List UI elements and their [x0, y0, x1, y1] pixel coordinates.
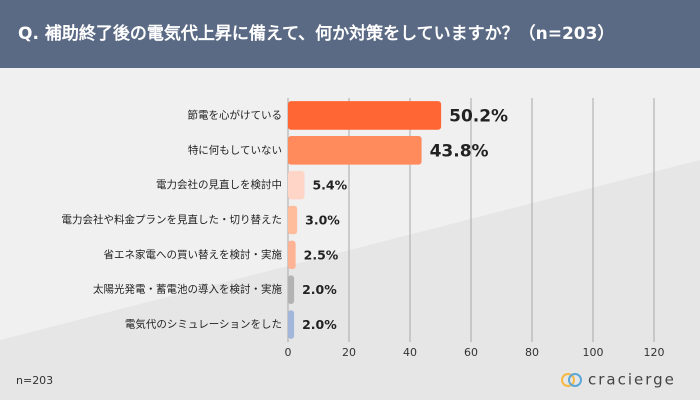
value-label: 50.2%: [449, 106, 508, 126]
bar: [288, 240, 296, 270]
x-tick-label: 120: [644, 346, 665, 359]
logo-icon: [561, 373, 575, 387]
logo: cracierge: [588, 371, 676, 389]
y-tick-label: 省エネ家電への買い替えを検討・実施: [104, 248, 283, 261]
value-label: 5.4%: [312, 178, 347, 193]
x-tick-label: 0: [285, 346, 292, 359]
bar: [288, 135, 422, 165]
y-tick-label: 電力会社の見直しを検討中: [156, 178, 282, 191]
y-tick-label: 節電を心がけている: [188, 108, 283, 121]
x-tick-label: 20: [342, 346, 356, 359]
value-label: 3.0%: [305, 213, 340, 228]
x-tick-label: 60: [464, 346, 478, 359]
bar: [288, 310, 295, 339]
y-tick-label: 太陽光発電・蓄電池の導入を検討・実施: [93, 283, 282, 296]
x-tick-label: 80: [525, 346, 539, 359]
chart-title: Q. 補助終了後の電気代上昇に備えて、何か対策をしていますか？（n=203）: [18, 23, 614, 44]
value-label: 2.0%: [302, 282, 337, 297]
y-tick-label: 電力会社や料金プランを見直した・切り替えた: [62, 213, 283, 226]
bar: [288, 101, 442, 130]
bar: [288, 170, 305, 200]
y-tick-label: 特に何もしていない: [188, 143, 282, 156]
bar: [288, 205, 298, 235]
footer-note: n=203: [16, 374, 53, 387]
value-label: 2.5%: [304, 247, 339, 262]
y-tick-label: 電気代のシミュレーションをした: [125, 318, 282, 331]
x-tick-label: 100: [583, 346, 604, 359]
x-tick-label: 40: [403, 346, 417, 359]
value-label: 43.8%: [430, 141, 489, 161]
bar: [288, 275, 295, 305]
logo-icon: [568, 373, 582, 387]
value-label: 2.0%: [302, 317, 337, 332]
background-shape: [0, 68, 700, 340]
header: [0, 0, 700, 68]
